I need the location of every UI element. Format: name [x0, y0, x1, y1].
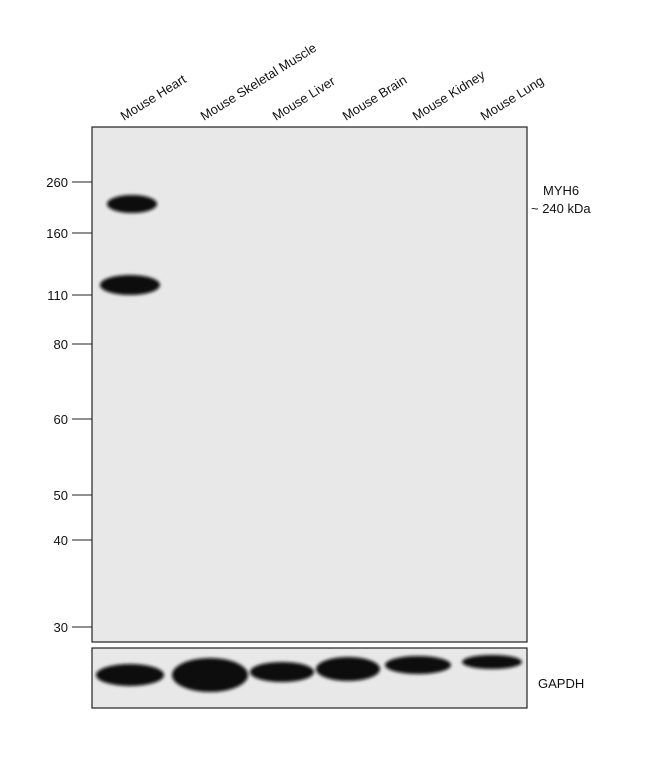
lane-label: Mouse Kidney [410, 67, 488, 124]
lane-label: Mouse Liver [270, 73, 339, 124]
band [316, 657, 380, 681]
marker-label: 260 [46, 175, 68, 190]
marker-label: 160 [46, 226, 68, 241]
band [107, 195, 157, 213]
lane-label: Mouse Heart [118, 71, 189, 123]
markers: 260 160 110 80 60 50 40 30 [46, 175, 92, 635]
marker-label: 30 [54, 620, 68, 635]
marker-label: 50 [54, 488, 68, 503]
target-label: MYH6 [543, 183, 579, 198]
lane-labels: Mouse Heart Mouse Skeletal Muscle Mouse … [118, 40, 547, 124]
main-bands [100, 195, 160, 295]
lane-label: Mouse Skeletal Muscle [198, 40, 319, 124]
band [100, 275, 160, 295]
gapdh-bands [96, 655, 522, 692]
band [462, 655, 522, 669]
marker-label: 40 [54, 533, 68, 548]
band [172, 658, 248, 692]
lane-label: Mouse Brain [340, 72, 410, 123]
marker-label: 60 [54, 412, 68, 427]
main-blot [91, 126, 528, 643]
band [96, 664, 164, 686]
lane-label: Mouse Lung [478, 73, 547, 124]
marker-label: 110 [47, 288, 68, 303]
loading-blot [91, 647, 528, 709]
size-label: ~ 240 kDa [531, 201, 591, 216]
band [250, 662, 314, 682]
band [385, 656, 451, 674]
loading-control-label: GAPDH [538, 676, 584, 691]
marker-label: 80 [54, 337, 68, 352]
